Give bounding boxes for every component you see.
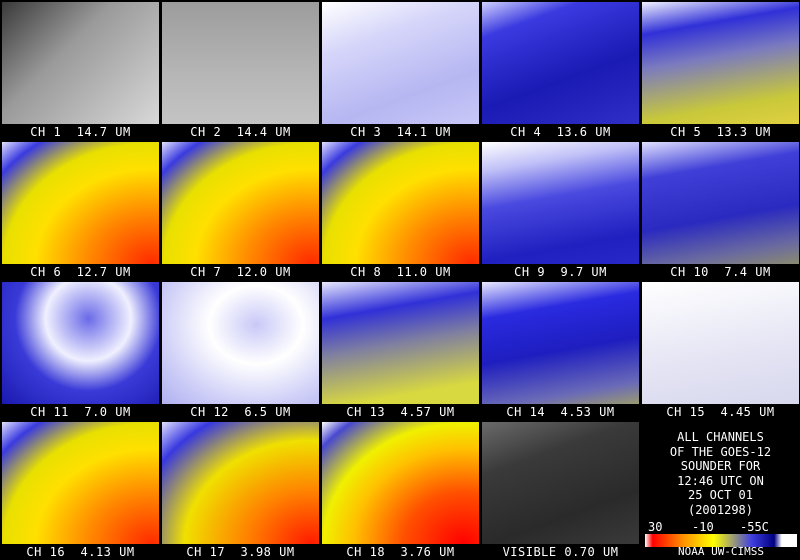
satellite-image <box>162 142 319 264</box>
channel-label: CH 9 9.7 UM <box>514 265 607 279</box>
channel-panel: CH 16 4.13 UM <box>2 422 159 560</box>
channel-label: CH 16 4.13 UM <box>26 545 135 559</box>
channel-label: CH 12 6.5 UM <box>190 405 291 419</box>
channel-label: CH 10 7.4 UM <box>670 265 771 279</box>
satellite-image <box>482 422 639 544</box>
satellite-image <box>482 282 639 404</box>
channel-label: CH 15 4.45 UM <box>666 405 775 419</box>
satellite-image <box>322 142 479 264</box>
satellite-image <box>162 282 319 404</box>
channel-panel: CH 4 13.6 UM <box>482 2 639 140</box>
channel-panel: CH 11 7.0 UM <box>2 282 159 420</box>
info-line: 12:46 UTC ON <box>677 473 764 488</box>
channel-label: CH 7 12.0 UM <box>190 265 291 279</box>
channel-label: CH 13 4.57 UM <box>346 405 455 419</box>
channel-panel: CH 8 11.0 UM <box>322 142 479 280</box>
channel-label: CH 3 14.1 UM <box>350 125 451 139</box>
satellite-image <box>482 2 639 124</box>
credit: NOAA UW-CIMSS <box>677 545 765 558</box>
channel-panel: CH 3 14.1 UM <box>322 2 479 140</box>
channel-panel: CH 13 4.57 UM <box>322 282 479 420</box>
info-line: 25 OCT 01 <box>687 488 754 502</box>
satellite-image <box>162 2 319 124</box>
satellite-image <box>162 422 319 544</box>
colorbar <box>645 534 797 547</box>
channel-label: CH 4 13.6 UM <box>510 125 611 139</box>
colorbar-label: -10 <box>692 520 714 534</box>
satellite-image <box>322 2 479 124</box>
satellite-image <box>2 142 159 264</box>
channel-label: CH 1 14.7 UM <box>30 125 131 139</box>
channel-label: CH 11 7.0 UM <box>30 405 131 419</box>
channel-panel: CH 18 3.76 UM <box>322 422 479 560</box>
channel-panel: CH 7 12.0 UM <box>162 142 319 280</box>
channel-label: CH 14 4.53 UM <box>506 405 615 419</box>
satellite-image <box>482 142 639 264</box>
channel-panel: CH 17 3.98 UM <box>162 422 319 560</box>
info-line: (2001298) <box>687 502 754 517</box>
info-line: ALL CHANNELS <box>677 430 764 444</box>
channel-label: CH 8 11.0 UM <box>350 265 451 279</box>
satellite-image <box>322 282 479 404</box>
channel-label: CH 2 14.4 UM <box>190 125 291 139</box>
channel-label: CH 17 3.98 UM <box>186 545 295 559</box>
channel-label: CH 6 12.7 UM <box>30 265 131 279</box>
satellite-image <box>2 282 159 404</box>
channel-panel: CH 12 6.5 UM <box>162 282 319 420</box>
channel-label: VISIBLE 0.70 UM <box>502 545 619 559</box>
channel-label: CH 5 13.3 UM <box>670 125 771 139</box>
colorbar-label: -55C <box>740 520 769 534</box>
channel-panel: CH 15 4.45 UM <box>642 282 799 420</box>
satellite-image <box>2 422 159 544</box>
satellite-image <box>322 422 479 544</box>
colorbar-label: 30 <box>648 520 663 534</box>
channel-panel: CH 1 14.7 UM <box>2 2 159 140</box>
channel-label: CH 18 3.76 UM <box>346 545 455 559</box>
channel-panel: CH 5 13.3 UM <box>642 2 799 140</box>
satellite-image <box>642 2 799 124</box>
info-text: ALL CHANNELS OF THE GOES-12 SOUNDER FOR … <box>642 430 799 517</box>
satellite-image <box>642 142 799 264</box>
channel-panel: CH 6 12.7 UM <box>2 142 159 280</box>
channel-panel: CH 2 14.4 UM <box>162 2 319 140</box>
channel-panel: CH 10 7.4 UM <box>642 142 799 280</box>
channel-panel: CH 14 4.53 UM <box>482 282 639 420</box>
satellite-image <box>642 282 799 404</box>
satellite-image <box>2 2 159 124</box>
channel-panel: VISIBLE 0.70 UM <box>482 422 639 560</box>
channel-panel: CH 9 9.7 UM <box>482 142 639 280</box>
info-line: OF THE GOES-12 <box>669 444 772 459</box>
info-line: SOUNDER FOR <box>680 459 761 473</box>
